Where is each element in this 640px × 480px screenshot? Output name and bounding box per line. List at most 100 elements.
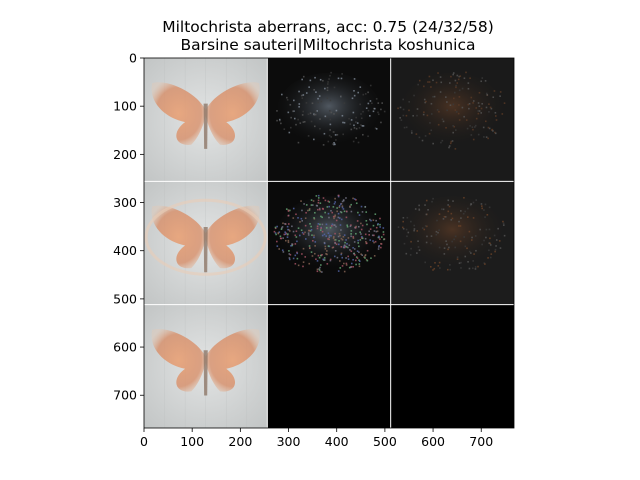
saliency-speck bbox=[485, 236, 487, 239]
saliency-speck bbox=[406, 216, 409, 219]
grid-cell-r2-c2 bbox=[390, 304, 514, 428]
axes-frame bbox=[143, 57, 515, 429]
saliency-speck bbox=[430, 235, 433, 237]
saliency-speck bbox=[277, 232, 280, 234]
moth-halo bbox=[144, 198, 267, 276]
saliency-speck bbox=[426, 235, 428, 238]
saliency-speck bbox=[447, 248, 449, 251]
saliency-speck bbox=[338, 217, 341, 219]
saliency-speck bbox=[317, 194, 320, 197]
saliency-speck bbox=[438, 213, 441, 215]
saliency-speck bbox=[430, 102, 433, 105]
saliency-speck bbox=[349, 249, 351, 251]
saliency-speck bbox=[328, 236, 331, 239]
y-tick-label: 400 bbox=[113, 243, 137, 258]
saliency-speck bbox=[337, 243, 340, 246]
saliency-speck bbox=[357, 225, 360, 228]
saliency-speck bbox=[353, 124, 355, 127]
saliency-speck bbox=[339, 260, 341, 262]
saliency-speck bbox=[287, 233, 289, 235]
saliency-speck bbox=[357, 91, 360, 94]
saliency-speck bbox=[405, 126, 408, 129]
saliency-speck bbox=[291, 244, 293, 247]
saliency-speck bbox=[454, 109, 457, 111]
saliency-speck bbox=[449, 82, 451, 84]
saliency-speck bbox=[301, 231, 304, 234]
saliency-speck bbox=[319, 118, 321, 120]
saliency-speck bbox=[377, 111, 379, 114]
saliency-speck bbox=[289, 103, 292, 106]
saliency-speck bbox=[350, 203, 352, 206]
saliency-speck bbox=[321, 207, 324, 210]
saliency-speck bbox=[481, 207, 483, 210]
saliency-speck bbox=[355, 127, 358, 130]
saliency-speck bbox=[282, 251, 285, 253]
saliency-speck bbox=[480, 112, 483, 114]
saliency-speck bbox=[481, 102, 483, 105]
saliency-speck bbox=[413, 224, 416, 227]
grid-cell-r0-c1 bbox=[267, 58, 391, 182]
saliency-speck bbox=[324, 248, 327, 250]
saliency-speck bbox=[287, 214, 290, 217]
saliency-speck bbox=[472, 217, 475, 219]
saliency-speck bbox=[284, 223, 286, 225]
saliency-speck bbox=[316, 225, 319, 228]
saliency-speck bbox=[377, 113, 380, 116]
saliency-speck bbox=[345, 246, 348, 248]
saliency-speck bbox=[349, 205, 351, 208]
saliency-speck bbox=[333, 86, 336, 89]
y-tick-label: 0 bbox=[129, 51, 137, 66]
saliency-speck bbox=[467, 207, 469, 210]
saliency-speck bbox=[282, 237, 284, 239]
saliency-speck bbox=[452, 103, 455, 106]
saliency-speck bbox=[278, 231, 281, 233]
saliency-speck bbox=[499, 247, 502, 249]
saliency-speck bbox=[357, 211, 359, 214]
saliency-speck bbox=[339, 234, 341, 237]
saliency-speck bbox=[453, 125, 455, 128]
saliency-speck bbox=[302, 121, 305, 123]
saliency-speck bbox=[464, 210, 466, 213]
saliency-speck bbox=[430, 129, 433, 132]
saliency-speck bbox=[359, 239, 362, 241]
saliency-speck bbox=[292, 257, 295, 260]
saliency-speck bbox=[276, 110, 278, 112]
plot-area bbox=[144, 58, 514, 428]
saliency-speck bbox=[349, 123, 352, 125]
saliency-speck bbox=[302, 110, 305, 113]
saliency-speck bbox=[402, 98, 404, 101]
saliency-speck bbox=[341, 73, 343, 75]
saliency-speck bbox=[304, 224, 307, 227]
saliency-speck bbox=[479, 228, 481, 231]
saliency-speck bbox=[452, 73, 454, 76]
saliency-speck bbox=[402, 216, 405, 219]
saliency-speck bbox=[281, 226, 284, 228]
saliency-speck bbox=[377, 102, 380, 104]
saliency-speck bbox=[334, 197, 336, 200]
saliency-speck bbox=[495, 239, 498, 241]
saliency-speck bbox=[320, 215, 322, 218]
saliency-speck bbox=[350, 250, 353, 253]
saliency-speck bbox=[273, 230, 276, 233]
saliency-speck bbox=[472, 100, 475, 102]
saliency-speck bbox=[439, 76, 442, 78]
saliency-speck bbox=[316, 270, 319, 273]
saliency-speck bbox=[333, 236, 335, 238]
saliency-speck bbox=[341, 205, 344, 207]
saliency-speck bbox=[329, 258, 332, 261]
saliency-speck bbox=[365, 107, 368, 110]
saliency-speck bbox=[290, 116, 292, 119]
saliency-speck bbox=[490, 107, 493, 110]
saliency-speck bbox=[433, 267, 436, 270]
saliency-speck bbox=[358, 251, 360, 254]
saliency-speck bbox=[424, 204, 426, 206]
saliency-speck bbox=[497, 227, 499, 230]
saliency-speck bbox=[310, 199, 313, 201]
saliency-speck bbox=[320, 264, 322, 266]
saliency-speck bbox=[316, 268, 319, 271]
saliency-speck bbox=[289, 253, 292, 256]
saliency-speck bbox=[301, 78, 303, 81]
saliency-speck bbox=[438, 246, 441, 249]
saliency-speck bbox=[368, 230, 370, 233]
saliency-speck bbox=[343, 270, 346, 273]
